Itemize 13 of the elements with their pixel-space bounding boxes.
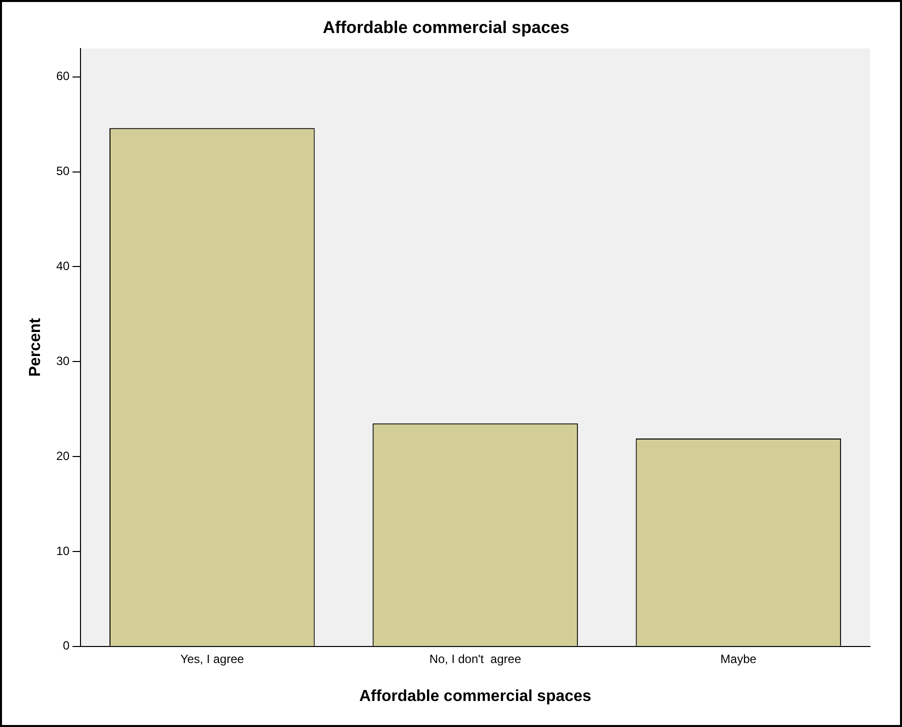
y-tick-label: 0	[62, 638, 70, 653]
y-tick-label: 20	[56, 448, 70, 463]
chart-title: Affordable commercial spaces	[322, 18, 570, 37]
y-tick-label: 40	[56, 259, 70, 274]
y-axis-title: Percent	[27, 317, 44, 377]
x-tick-label: No, I don't agree	[429, 652, 522, 666]
y-tick-label: 30	[56, 354, 70, 368]
x-tick-label: Maybe	[720, 652, 757, 666]
x-axis-title: Affordable commercial spaces	[359, 688, 592, 705]
x-tick-label: Yes, I agree	[180, 652, 244, 666]
y-tick-label: 50	[56, 164, 70, 178]
y-tick-label: 60	[56, 69, 70, 84]
y-tick-label: 10	[56, 544, 70, 558]
